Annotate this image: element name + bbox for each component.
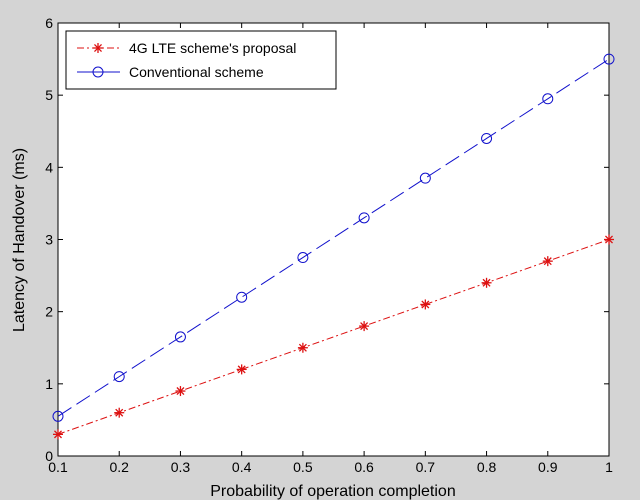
legend-star-icon [93, 43, 103, 53]
y-tick-label: 1 [45, 376, 53, 392]
x-tick-label: 0.8 [477, 459, 497, 475]
data-point-series-1 [420, 299, 431, 310]
y-tick-label: 0 [45, 448, 53, 464]
y-axis-label: Latency of Handover (ms) [11, 148, 28, 332]
x-tick-label: 0.1 [48, 459, 68, 475]
y-tick-label: 2 [45, 304, 53, 320]
y-tick-label: 4 [45, 159, 53, 175]
data-point-series-1 [481, 277, 492, 288]
data-point-series-2 [297, 252, 309, 264]
x-tick-label: 0.5 [293, 459, 313, 475]
data-point-series-2 [52, 410, 64, 422]
data-point-series-1 [175, 386, 186, 397]
x-tick-label: 0.6 [354, 459, 374, 475]
x-tick-label: 0.7 [416, 459, 436, 475]
data-point-series-2 [419, 172, 431, 184]
data-point-series-2 [358, 212, 370, 224]
plot-area [57, 22, 610, 457]
x-tick-label: 0.4 [232, 459, 252, 475]
legend-label-series-2: Conventional scheme [129, 64, 264, 80]
data-point-series-2 [481, 132, 493, 144]
data-point-series-2 [113, 371, 125, 383]
data-point-series-1 [236, 364, 247, 375]
x-tick-label: 0.9 [538, 459, 558, 475]
data-point-series-2 [236, 291, 248, 303]
legend-marker-series-1 [93, 43, 103, 53]
x-axis-label: Probability of operation completion [210, 483, 455, 500]
y-tick-label: 6 [45, 15, 53, 31]
legend-box [65, 30, 337, 90]
data-point-series-2 [542, 93, 554, 105]
legend-marker-series-2 [92, 66, 104, 78]
series-layer [52, 53, 615, 440]
data-point-series-2 [603, 53, 615, 65]
data-point-series-1 [53, 429, 63, 440]
data-point-series-1 [297, 342, 308, 353]
data-point-series-2 [174, 331, 186, 343]
data-point-series-1 [542, 256, 553, 267]
legend: 4G LTE scheme's proposal Conventional sc… [65, 30, 337, 90]
x-tick-label: 0.3 [171, 459, 191, 475]
data-point-series-1 [114, 407, 125, 418]
x-tick-label: 1 [605, 459, 613, 475]
y-tick-label: 3 [45, 232, 53, 248]
data-point-series-1 [359, 321, 370, 332]
x-tick-label: 0.2 [109, 459, 129, 475]
x-axis-ticks: 0.1 0.2 0.3 0.4 0.5 0.6 0.7 0.8 0.9 1 [48, 23, 613, 475]
legend-label-series-1: 4G LTE scheme's proposal [129, 40, 296, 56]
y-tick-label: 5 [45, 87, 53, 103]
data-point-series-1 [604, 234, 614, 245]
